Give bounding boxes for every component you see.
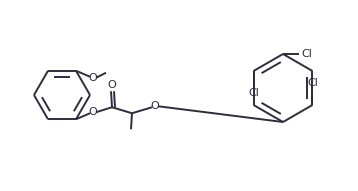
Text: Cl: Cl: [301, 49, 313, 59]
Text: O: O: [108, 80, 116, 90]
Text: Cl: Cl: [307, 78, 318, 88]
Text: O: O: [89, 73, 97, 83]
Text: O: O: [151, 101, 159, 111]
Text: O: O: [89, 107, 97, 117]
Text: Cl: Cl: [248, 88, 259, 98]
